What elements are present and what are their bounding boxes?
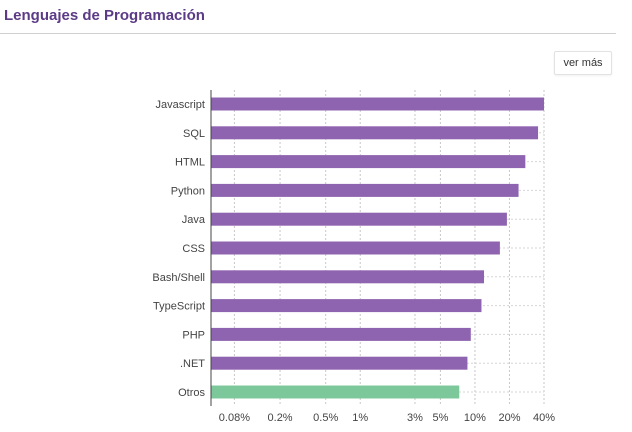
category-label: Javascript [155, 99, 205, 111]
bar-typescript[interactable] [211, 299, 482, 313]
x-tick-label: 10% [464, 412, 486, 424]
title-divider [0, 33, 616, 34]
category-labels: Javascript SQL HTML Python Java CSS Bash/Shell… [152, 99, 205, 399]
bar-java[interactable] [211, 212, 507, 226]
x-tick-label: 0.5% [313, 412, 338, 424]
x-tick-label: 20% [498, 412, 520, 424]
x-tick-label: 0.08% [219, 412, 250, 424]
bar-javascript[interactable] [211, 97, 544, 111]
bar-bash-shell[interactable] [211, 270, 485, 284]
x-tick-label: 5% [432, 412, 448, 424]
category-label: Otros [178, 387, 205, 399]
bar-css[interactable] [211, 241, 500, 255]
category-label: Java [182, 214, 206, 226]
category-label: SQL [183, 128, 205, 140]
bar-sql[interactable] [211, 126, 539, 140]
x-tick-label: 0.2% [268, 412, 293, 424]
bar-python[interactable] [211, 183, 519, 197]
bar-net[interactable] [211, 356, 468, 370]
chart-bars [211, 97, 544, 399]
category-label: PHP [182, 329, 205, 341]
x-axis-ticks: 0.08% 0.2% 0.5% 1% 3% 5% 10% 20% 40% [219, 412, 555, 424]
bar-otros[interactable] [211, 385, 460, 399]
category-label: CSS [182, 243, 205, 255]
category-label: .NET [180, 358, 205, 370]
panel-title: Lenguajes de Programación [4, 7, 205, 24]
x-tick-label: 3% [407, 412, 423, 424]
category-label: Python [171, 185, 205, 197]
category-label: Bash/Shell [152, 272, 205, 284]
x-tick-label: 1% [352, 412, 368, 424]
see-more-button[interactable]: ver más [554, 51, 612, 75]
category-label: HTML [175, 157, 205, 169]
bar-php[interactable] [211, 327, 471, 341]
x-tick-label: 40% [533, 412, 555, 424]
category-label: TypeScript [153, 301, 205, 313]
bar-html[interactable] [211, 155, 526, 169]
